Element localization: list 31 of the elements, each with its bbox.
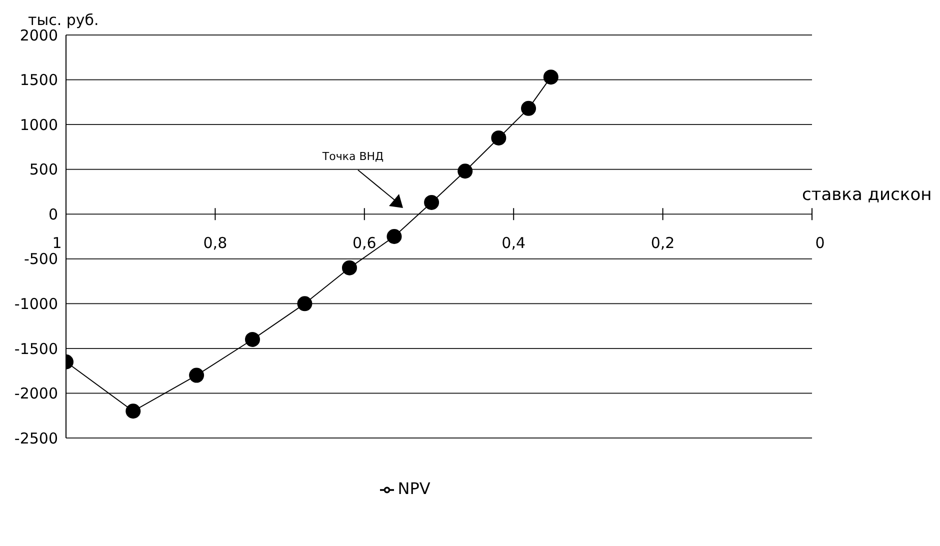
- point: [386, 229, 402, 244]
- point: [491, 130, 506, 146]
- y-tick-label: 2000: [20, 26, 58, 44]
- y-tick-label: -500: [24, 250, 58, 268]
- y-tick-label: 0: [48, 205, 58, 224]
- x-tick-label: 0,8: [203, 234, 228, 252]
- y-tick-label: -2500: [14, 429, 58, 448]
- x-tick-label: 0: [815, 234, 825, 252]
- x-tick-label: 1: [52, 234, 62, 252]
- y-axis-title: тыс. руб.: [28, 11, 99, 29]
- point: [521, 100, 536, 116]
- point: [189, 368, 204, 383]
- point: [126, 404, 141, 419]
- y-tick-label: 500: [29, 160, 58, 179]
- point: [424, 194, 440, 210]
- point: [245, 332, 260, 347]
- x-tick-label: 0,4: [502, 234, 526, 252]
- x-tick-label: 0,2: [650, 234, 675, 252]
- point: [342, 260, 357, 276]
- x-axis-title: ставка дискон: [802, 185, 932, 206]
- legend-label: NPV: [398, 479, 430, 498]
- annotation: Точка ВНД: [321, 150, 384, 163]
- y-tick-label: 1500: [20, 71, 58, 90]
- y-tick-label: -1000: [14, 294, 58, 313]
- y-tick-label: 1000: [20, 116, 58, 134]
- point: [297, 296, 312, 312]
- point: [458, 164, 473, 179]
- x-tick-label: 0,6: [352, 234, 376, 252]
- y-tick-label: -1500: [14, 340, 58, 358]
- point: [543, 70, 558, 85]
- y-tick-label: -2000: [14, 384, 58, 403]
